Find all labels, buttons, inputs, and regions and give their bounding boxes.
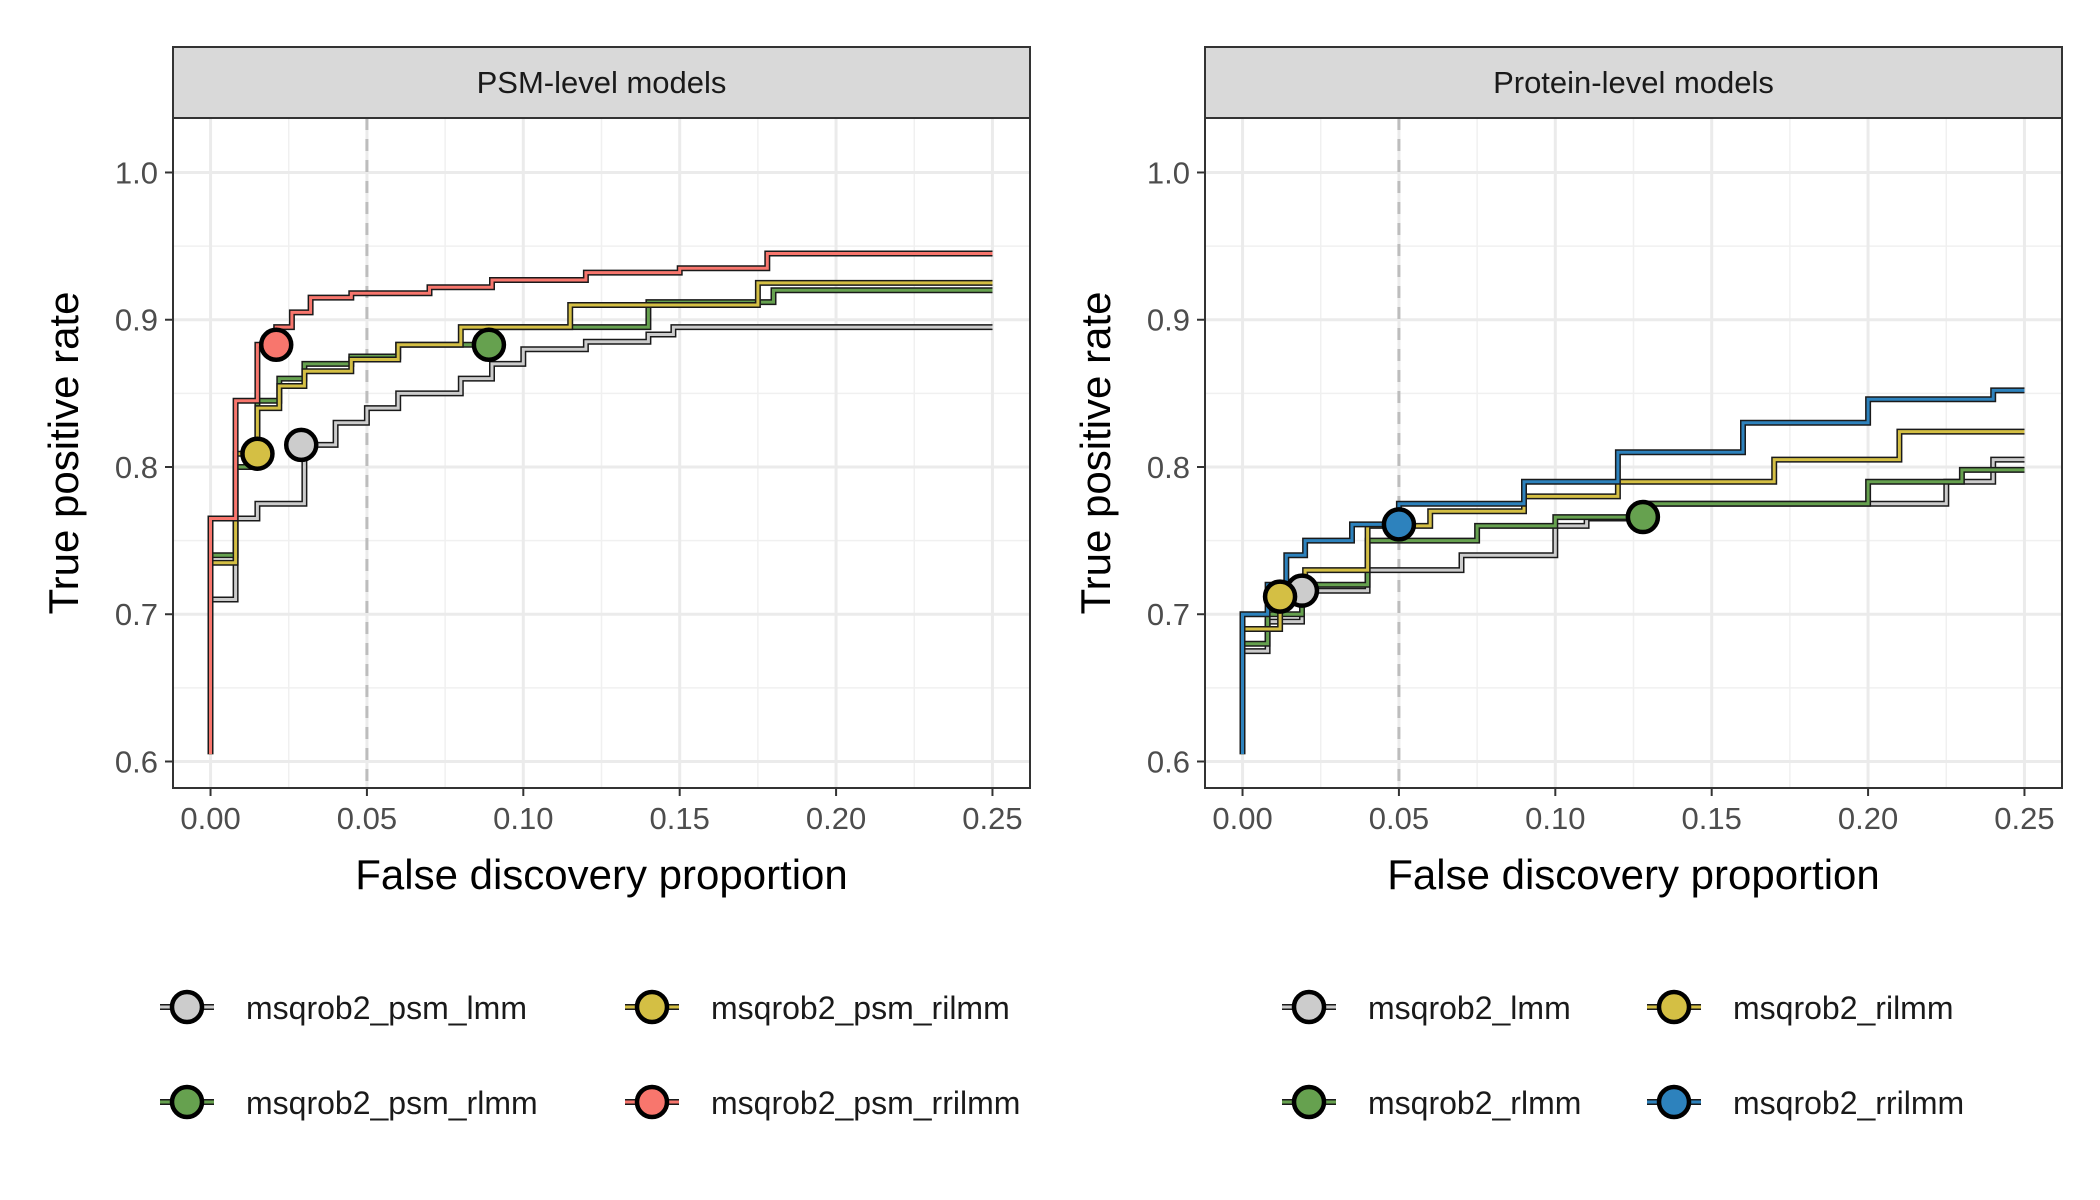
legend-key-marker [634,1084,670,1120]
legend-key-marker [634,989,670,1025]
legend-label: msqrob2_psm_rlmm [246,1085,538,1121]
marker-msqrob2-rrilmm [1381,507,1417,542]
x-tick-label: 0.10 [493,801,553,836]
y-tick-label: 0.9 [1147,303,1190,338]
legend-label: msqrob2_rlmm [1368,1085,1581,1121]
panel-protein-level: Protein-level models 0.00 0.05 0.10 0.15 0.20… [1072,46,2063,898]
x-tick-label: 0.00 [1212,801,1272,836]
x-tick-label: 0.15 [1682,801,1742,836]
marker-msqrob2-psm-rilmm [240,436,275,471]
panel-border [172,117,1031,789]
x-tick-label: 0.20 [806,801,866,836]
legend-key-marker [1291,1084,1327,1120]
legend-key-marker [169,1084,205,1120]
x-axis-title: False discovery proportion [1387,851,1880,898]
x-tick-label: 0.00 [180,801,240,836]
series-line-msqrob2-psm-lmm [209,325,993,755]
legend-protein-level: msqrob2_lmm msqrob2_rlmm msqrob2_rilmmmsqr… [1282,989,1964,1121]
marker-msqrob2-rlmm [1625,499,1661,535]
series-line-msqrob2-psm-rrilmm [209,252,993,755]
legend-label: msqrob2_lmm [1368,990,1571,1026]
legend-key-marker [1291,989,1327,1025]
marker-msqrob2-psm-rlmm [471,327,507,363]
y-tick-label: 0.6 [115,744,158,779]
panel-strip [1204,46,2063,119]
legend-key-marker [169,989,205,1025]
x-axis-title: False discovery proportion [355,851,848,898]
legend-label: msqrob2_rrilmm [1733,1085,1964,1121]
y-axis-title: True positive rate [1072,292,1119,615]
y-tick-label: 1.0 [115,155,158,190]
legend-key-marker [1656,1084,1692,1120]
x-tick-label: 0.15 [650,801,710,836]
legend-label: msqrob2_psm_rrilmm [711,1085,1020,1121]
x-tick-label: 0.05 [1369,801,1429,836]
panel-border [1204,117,2063,789]
marker-msqrob2-psm-rrilmm [258,327,294,363]
marker-msqrob2-psm-lmm [283,427,319,463]
legend-label: msqrob2_psm_lmm [246,990,527,1026]
y-tick-label: 0.7 [115,597,158,632]
panel-psm-level: PSM-level models 0.00 0.05 0.10 0.15 0.20 0.25… [40,46,1031,898]
legend-psm-level: msqrob2_psm_lmm msqrob2_psm_rlmm msqrob2_p… [160,989,1020,1121]
x-tick-label: 0.20 [1838,801,1898,836]
marker-msqrob2-rilmm [1262,579,1298,614]
legend-label: msqrob2_rilmm [1733,990,1953,1026]
x-tick-label: 0.10 [1525,801,1585,836]
y-axis-title: True positive rate [40,292,87,615]
y-tick-label: 0.8 [115,450,158,485]
x-tick-label: 0.25 [962,801,1022,836]
y-tick-label: 0.7 [1147,597,1190,632]
panel-title: Protein-level models [1493,65,1774,100]
x-tick-label: 0.25 [1994,801,2054,836]
legend-label: msqrob2_psm_rilmm [711,990,1010,1026]
legend-key-marker [1656,989,1692,1025]
panel-title: PSM-level models [477,65,727,100]
y-tick-label: 0.9 [115,303,158,338]
y-tick-label: 1.0 [1147,155,1190,190]
y-tick-label: 0.6 [1147,744,1190,779]
y-tick-label: 0.8 [1147,450,1190,485]
panel-strip [172,46,1031,119]
x-tick-label: 0.05 [337,801,397,836]
